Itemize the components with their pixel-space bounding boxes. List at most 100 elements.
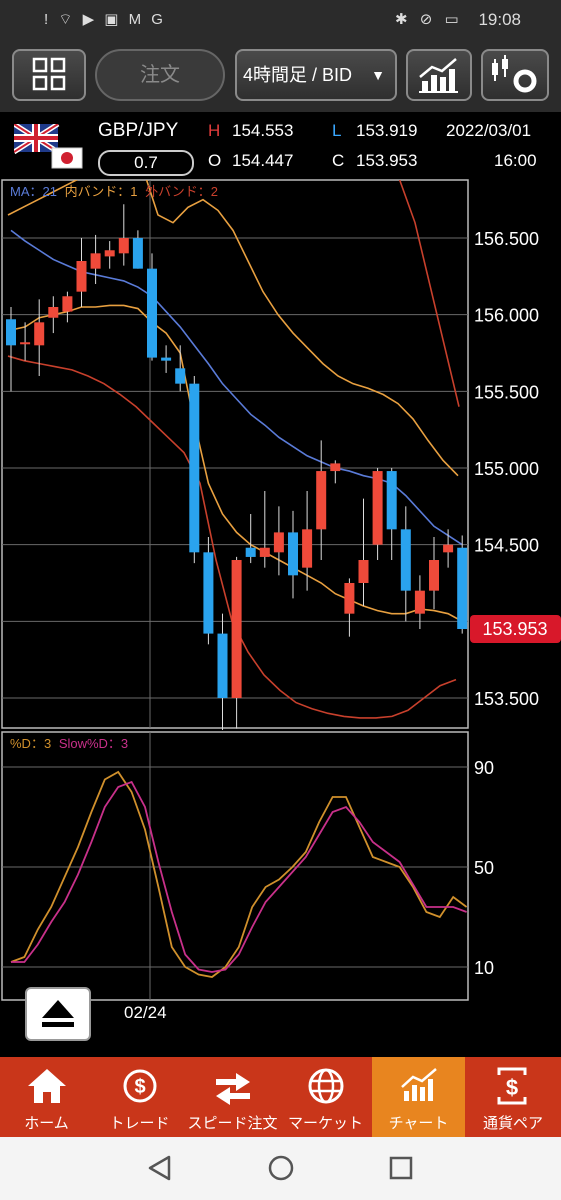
- nav-home[interactable]: ホーム: [0, 1057, 93, 1137]
- speed-order-icon: [216, 1073, 250, 1105]
- svg-text:$: $: [506, 1075, 518, 1100]
- x-axis-date: 02/24: [124, 1003, 167, 1022]
- stoch-tick-label: 50: [474, 858, 494, 878]
- inner-lower-band: [10, 304, 463, 623]
- stoch-axis: 90 50 10: [474, 758, 494, 978]
- candle-body: [358, 560, 369, 583]
- time-value: 16:00: [494, 151, 537, 170]
- low-label: L: [332, 121, 342, 140]
- current-price-tag: 153.953: [470, 615, 561, 643]
- nav-trade-label: トレード: [109, 1115, 170, 1132]
- market-icon: [308, 1068, 344, 1104]
- candle-body: [316, 471, 327, 530]
- candle-body: [189, 383, 200, 553]
- candle-body: [76, 261, 87, 292]
- gbp-jpy-flag-icon: [14, 124, 83, 169]
- price-tick-label: 155.500: [474, 382, 539, 402]
- system-nav-bar: [0, 1137, 561, 1200]
- price-tick-label: 156.500: [474, 229, 539, 249]
- stochastic-chart[interactable]: 90 50 10 %D：3 Slow%D：3: [0, 731, 561, 1001]
- price-axis: 156.500156.000155.500155.000154.500154.0…: [474, 229, 539, 709]
- candle-body: [288, 532, 298, 576]
- recents-icon[interactable]: [386, 1153, 416, 1183]
- candle-body: [104, 250, 115, 257]
- home-circle-icon[interactable]: [266, 1153, 296, 1183]
- candle-body: [203, 552, 214, 634]
- status-bar: ! ⌔ ▶ ▣ M G ✱ ⊘ ▭ 19:08: [0, 0, 561, 42]
- nav-chart-label: チャート: [388, 1115, 449, 1132]
- current-price-text: 153.953: [482, 619, 547, 639]
- candle-body: [6, 319, 16, 346]
- candle-body: [132, 238, 143, 269]
- stoch-tick-label: 90: [474, 758, 494, 778]
- home-icon: [28, 1069, 66, 1103]
- candle-body: [429, 560, 439, 591]
- indicator-legend: MA：21 内バンド：1 外バンド：2: [10, 184, 218, 199]
- candle-body: [400, 529, 411, 591]
- inner-band-legend: 内バンド：1: [65, 184, 138, 199]
- open-value: 154.447: [232, 151, 294, 170]
- candle-body: [344, 583, 355, 614]
- candle-body: [259, 547, 270, 557]
- svg-text:$: $: [134, 1076, 145, 1098]
- nav-trade[interactable]: $ トレード: [93, 1057, 186, 1137]
- menu-grid-button[interactable]: [12, 49, 86, 101]
- collapse-panel-button[interactable]: [25, 987, 91, 1041]
- price-chart[interactable]: 156.500156.000155.500155.000154.500154.0…: [0, 178, 561, 730]
- stoch-tick-label: 10: [474, 958, 494, 978]
- d-legend: %D：3: [10, 736, 51, 751]
- chart-type-button[interactable]: [406, 49, 472, 101]
- candle-body: [118, 238, 129, 254]
- status-right-icons: ✱ ⊘ ▭: [395, 11, 463, 28]
- candle-body: [175, 368, 186, 384]
- currency-pair-icon: $: [497, 1067, 527, 1105]
- grid-icon: [32, 57, 66, 91]
- stoch-frame: [1, 731, 469, 1001]
- close-value: 153.953: [356, 151, 418, 170]
- inner-upper-band: [7, 180, 459, 477]
- symbol-label: GBP/JPY: [98, 120, 179, 141]
- stoch-legend: %D：3 Slow%D：3: [10, 736, 128, 751]
- candle-body: [245, 547, 256, 557]
- caret-down-icon: ▼: [371, 67, 385, 83]
- bar-chart-icon: [419, 58, 458, 93]
- trade-icon: $: [123, 1069, 157, 1103]
- timeframe-select[interactable]: 4時間足 / BID ▼: [235, 49, 397, 101]
- candle-body: [217, 633, 228, 698]
- nav-market[interactable]: マーケット: [279, 1057, 372, 1137]
- candle-body: [48, 307, 59, 318]
- back-icon[interactable]: [145, 1153, 175, 1183]
- date-value: 2022/03/01: [446, 121, 532, 140]
- candle-body: [20, 342, 31, 345]
- outer-band-legend: 外バンド：2: [145, 184, 218, 199]
- nav-chart[interactable]: チャート: [372, 1057, 465, 1137]
- price-tick-label: 156.000: [474, 306, 539, 326]
- nav-market-label: マーケット: [287, 1115, 363, 1132]
- candle-body: [147, 268, 157, 358]
- candle-body: [457, 547, 468, 629]
- nav-speed-order[interactable]: スピード注文: [186, 1057, 279, 1137]
- price-tick-label: 155.000: [474, 459, 539, 479]
- candle-body: [273, 532, 284, 553]
- slow-d-legend: Slow%D：3: [59, 736, 128, 751]
- candle-body: [34, 322, 45, 346]
- candle-body: [386, 471, 397, 530]
- nav-currency-pair-label: 通貨ペア: [482, 1115, 543, 1132]
- candle-gear-icon: [492, 55, 537, 93]
- spread-badge: 0.7: [98, 150, 194, 176]
- chart-icon: [401, 1068, 437, 1101]
- status-icons: ! ⌔ ▶ ▣ M G: [44, 11, 166, 28]
- open-label: O: [208, 151, 222, 170]
- nav-currency-pair[interactable]: $ 通貨ペア: [465, 1057, 561, 1137]
- low-value: 153.919: [356, 121, 418, 140]
- order-button[interactable]: 注文: [95, 49, 225, 101]
- eject-icon: [42, 1000, 74, 1027]
- chart-settings-button[interactable]: [481, 49, 549, 101]
- high-label: H: [208, 121, 221, 140]
- outer-upper-band: [398, 180, 460, 407]
- candle-body: [372, 471, 383, 545]
- candle-body: [330, 463, 341, 472]
- instrument-info: GBP/JPY 0.7 H 154.553 L 153.919 2022/03/…: [0, 112, 561, 178]
- candle-body: [302, 529, 313, 568]
- ma-legend: MA：21: [10, 184, 57, 199]
